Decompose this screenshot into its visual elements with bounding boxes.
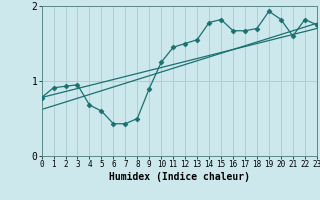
X-axis label: Humidex (Indice chaleur): Humidex (Indice chaleur) [109,172,250,182]
